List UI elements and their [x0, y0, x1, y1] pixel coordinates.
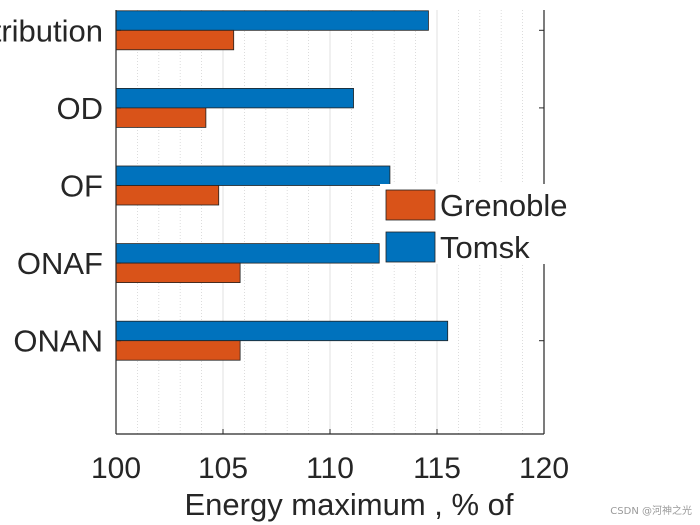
bar-tomsk-of [115, 165, 391, 186]
legend-swatch-tomsk [385, 231, 436, 263]
x-tick-label-100: 100 [91, 452, 141, 485]
bar-grenoble-onaf [115, 262, 241, 284]
bar-grenoble-distribution [115, 29, 235, 51]
x-tick-label-110: 110 [306, 452, 354, 485]
legend-swatch-grenoble [385, 189, 436, 221]
bar-tomsk-onaf [115, 243, 380, 264]
y-tick-label-distribution: Distribution [0, 13, 103, 48]
y-tick-label-of: OF [60, 169, 103, 204]
bar-tomsk-distribution [115, 10, 429, 31]
x-tick-label-120: 120 [519, 452, 569, 485]
x-tick-label-105: 105 [198, 452, 248, 485]
bar-grenoble-od [115, 107, 207, 128]
x-tick-label-115: 115 [413, 452, 461, 485]
bar-grenoble-of [115, 185, 220, 206]
legend-label-tomsk: Tomsk [440, 230, 530, 265]
watermark: CSDN @河神之光 [610, 506, 692, 517]
bar-tomsk-od [115, 88, 354, 109]
x-axis-label: Energy maximum , % of [184, 487, 513, 522]
bar-tomsk-onan [115, 320, 449, 342]
y-tick-label-onaf: ONAF [17, 246, 103, 281]
y-tick-label-onan: ONAN [13, 324, 103, 359]
bar-grenoble-onan [115, 340, 241, 361]
y-tick-label-od: OD [57, 91, 104, 126]
legend-label-grenoble: Grenoble [440, 188, 568, 223]
